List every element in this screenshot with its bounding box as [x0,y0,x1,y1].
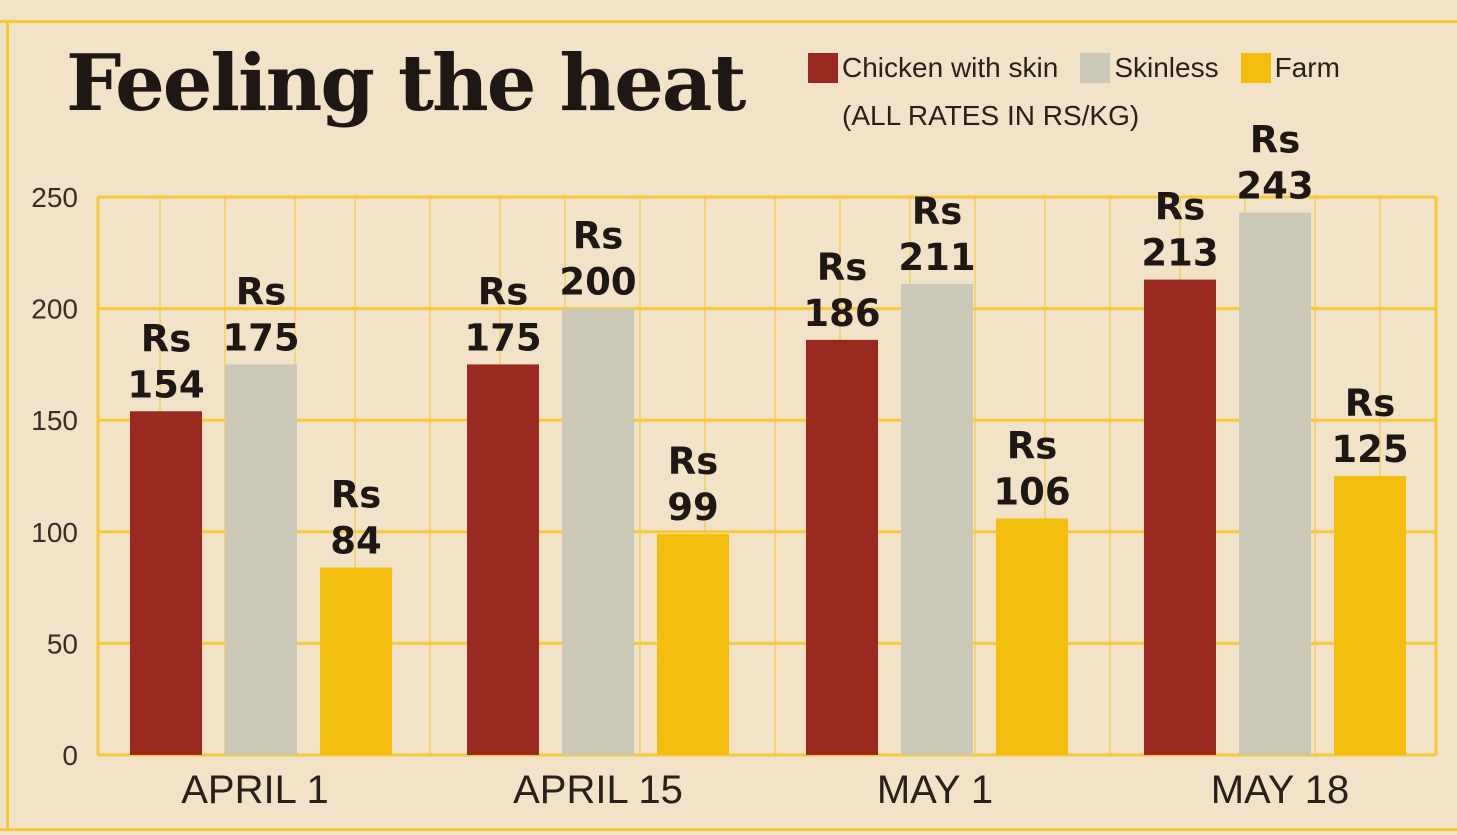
x-category-label-3: MAY 18 [1211,768,1350,812]
value-prefix-farm-2: Rs [1007,424,1058,467]
bar-farm-0 [320,567,392,755]
value-label-farm-1: 99 [667,486,719,529]
legend-label-chicken-with-skin: Chicken with skin [842,52,1059,83]
bar-skinless-3 [1239,212,1311,755]
bar-skinless-1 [562,308,634,755]
value-prefix-skinless-1: Rs [573,215,624,258]
value-prefix-farm-3: Rs [1345,382,1396,425]
value-label-skinless-3: 243 [1236,165,1313,208]
legend-item-chicken-with-skin: Chicken with skin [808,52,1058,84]
bar-chicken-with-skin-3 [1144,279,1216,755]
y-tick-label-150: 150 [31,405,78,436]
bar-skinless-2 [901,284,973,755]
value-label-farm-2: 106 [993,470,1070,513]
bar-skinless-0 [225,364,297,755]
bar-farm-3 [1334,476,1406,755]
x-category-label-0: APRIL 1 [181,768,328,812]
value-label-farm-0: 84 [330,520,382,563]
bar-chicken-with-skin-1 [467,364,539,755]
bar-chicken-with-skin-2 [806,339,878,755]
value-prefix-chicken-with-skin-1: Rs [478,270,529,313]
legend-item-skinless: Skinless [1080,52,1219,84]
value-prefix-skinless-3: Rs [1250,119,1301,162]
legend-label-skinless: Skinless [1114,52,1219,83]
value-label-chicken-with-skin-2: 186 [803,292,880,335]
frame-left-line [6,20,9,830]
y-tick-label-200: 200 [31,294,78,325]
value-prefix-chicken-with-skin-3: Rs [1155,186,1206,229]
value-label-skinless-2: 211 [898,236,975,279]
legend-item-farm: Farm [1240,52,1340,84]
value-prefix-farm-0: Rs [331,474,382,517]
value-prefix-farm-1: Rs [668,440,719,483]
grid-layer [96,195,1438,757]
value-prefix-skinless-2: Rs [912,190,963,233]
bar-farm-2 [996,518,1068,755]
value-prefix-chicken-with-skin-0: Rs [141,317,192,360]
legend-swatch-farm [1240,53,1271,83]
bar-farm-1 [657,534,729,755]
value-label-skinless-1: 200 [559,261,636,304]
legend-label-farm: Farm [1274,52,1340,83]
frame-top-line [0,20,1457,23]
y-tick-label-250: 250 [31,182,78,213]
chart-subtitle: (ALL RATES IN RS/KG) [842,100,1140,131]
y-tick-label-100: 100 [31,517,78,548]
legend: Chicken with skin Skinless Farm [808,52,1362,84]
chart-title: Feeling the heat [66,38,746,129]
value-label-farm-3: 125 [1331,428,1408,471]
frame-bottom-line [0,828,1457,831]
y-tick-label-50: 50 [47,628,78,659]
value-prefix-chicken-with-skin-2: Rs [817,246,868,289]
value-label-chicken-with-skin-1: 175 [464,316,541,359]
bars-layer [130,212,1406,755]
legend-swatch-skinless [1080,53,1111,83]
value-label-skinless-0: 175 [222,316,299,359]
value-label-chicken-with-skin-0: 154 [127,363,204,406]
value-prefix-skinless-0: Rs [236,270,287,313]
labels-layer: 050100150200250Rs154Rs175Rs186Rs213Rs175… [31,119,1408,812]
bar-chicken-with-skin-0 [130,411,202,755]
y-tick-label-0: 0 [62,740,78,771]
value-label-chicken-with-skin-3: 213 [1141,232,1218,275]
x-category-label-2: MAY 1 [877,768,993,812]
legend-swatch-chicken-with-skin [808,53,838,83]
x-category-label-1: APRIL 15 [513,768,683,812]
